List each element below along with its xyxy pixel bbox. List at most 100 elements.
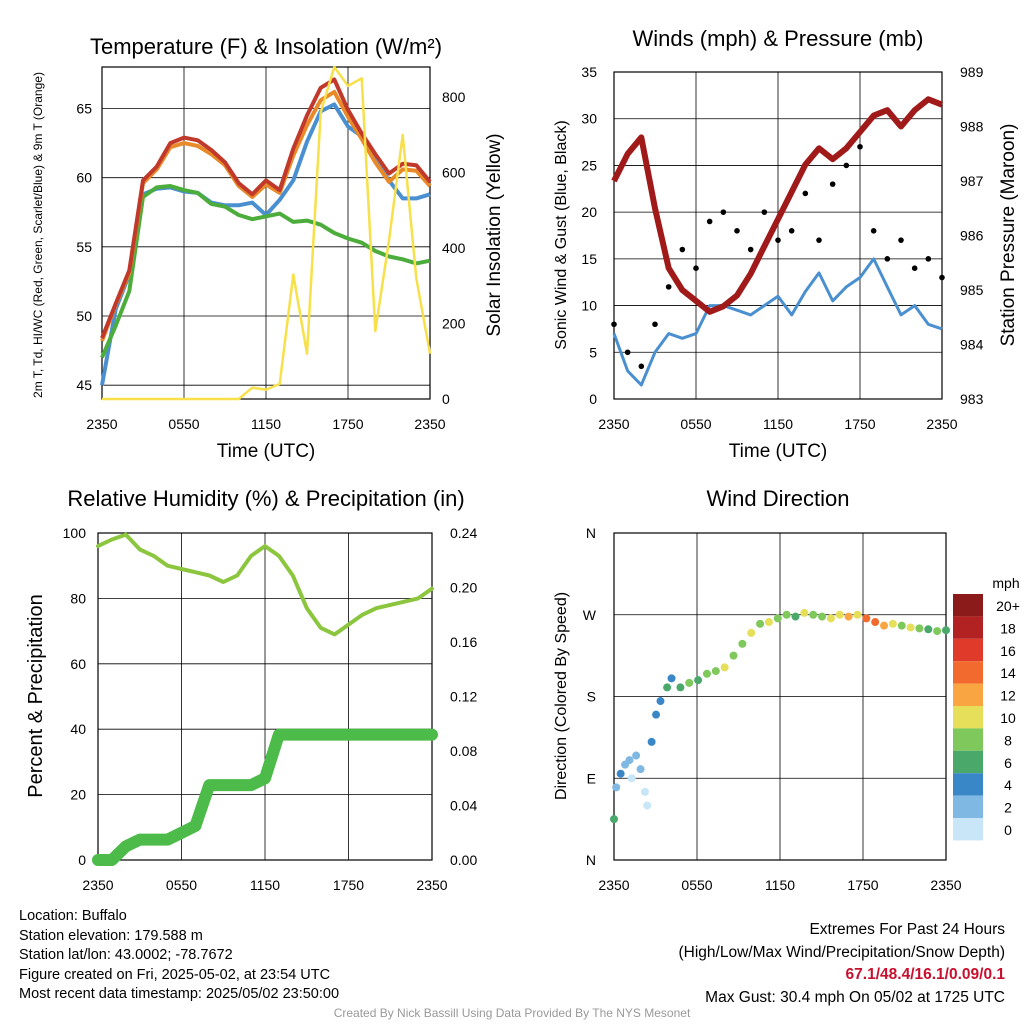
series-line	[102, 65, 432, 401]
direction-point	[933, 627, 942, 636]
wind-line	[612, 257, 943, 387]
y-tick-label: 5	[589, 344, 597, 360]
y-tick-label: W	[583, 607, 597, 623]
y2-tick-label: 0.20	[450, 580, 477, 596]
y-tick-label: 0	[78, 852, 86, 868]
direction-point	[924, 625, 933, 634]
gust-point	[898, 237, 904, 243]
y2-tick-label: 0.12	[450, 689, 477, 705]
chart-title: Winds (mph) & Pressure (mb)	[633, 26, 924, 51]
legend-swatch	[953, 728, 983, 751]
y-tick-label: 15	[581, 251, 597, 267]
y2-tick-label: 985	[960, 282, 984, 298]
y2-tick-label: 986	[960, 228, 984, 244]
gust-point	[884, 256, 891, 262]
x-tick-label: 1150	[765, 877, 795, 893]
legend-label: 4	[1004, 777, 1012, 793]
gust-point	[624, 349, 631, 356]
direction-point	[871, 618, 880, 627]
direction-point	[640, 787, 649, 796]
direction-point	[647, 737, 656, 746]
x-tick-label: 2350	[598, 877, 629, 893]
y2-tick-label: 0.24	[450, 525, 477, 541]
direction-point	[897, 621, 906, 630]
elevation-text: Station elevation: 179.588 m	[19, 927, 203, 944]
direction-point	[625, 756, 634, 765]
direction-point	[782, 610, 791, 619]
humidity-line	[96, 532, 434, 637]
y2-tick-label: 989	[960, 64, 984, 80]
winds-chart: 0 5 10 15 20 25 30 35 983 984 985 986 987 988 989 2350 0…	[553, 26, 1019, 462]
gust-point	[802, 190, 809, 197]
direction-point	[738, 639, 747, 648]
y-tick-label: 65	[76, 101, 92, 117]
direction-point	[880, 621, 889, 630]
direction-point	[685, 678, 694, 687]
direction-point	[826, 614, 835, 623]
chart-title: Temperature (F) & Insolation (W/m²)	[90, 34, 442, 59]
x-tick-label: 1750	[847, 877, 878, 893]
x-tick-label: 2350	[598, 416, 629, 432]
y2-tick-label: 987	[960, 173, 984, 189]
max-gust-text: Max Gust: 30.4 mph On 05/02 at 1725 UTC	[705, 988, 1005, 1006]
y2-axis-label: Station Pressure (Maroon)	[998, 124, 1019, 347]
gust-point	[611, 321, 617, 328]
y-tick-label: 40	[70, 721, 86, 737]
y2-tick-label: 983	[960, 391, 984, 407]
gust-point	[816, 237, 822, 243]
x-axis-label: Time (UTC)	[729, 441, 828, 462]
x-tick-label: 2350	[930, 877, 961, 893]
gust-point	[829, 181, 836, 187]
x-tick-label: 2350	[416, 877, 447, 893]
gust-point	[870, 228, 877, 234]
x-tick-label: 0550	[166, 877, 197, 893]
y-axis-label: Direction (Colored By Speed)	[553, 592, 570, 800]
legend-label: 2	[1004, 800, 1012, 816]
y-tick-label: 35	[581, 64, 597, 80]
gust-point	[693, 265, 699, 272]
gust-point	[638, 363, 645, 370]
legend-swatch	[953, 818, 983, 841]
direction-point	[694, 676, 703, 685]
gust-point	[747, 246, 754, 253]
legend-label: 10	[1000, 710, 1016, 726]
extremes-info: Extremes For Past 24 Hours (High/Low/Max…	[679, 919, 1006, 1009]
legend-label: 18	[1000, 620, 1016, 636]
y2-tick-label: 0	[442, 391, 450, 407]
x-tick-label: 2350	[82, 877, 113, 893]
extremes-values: 67.1/48.4/16.1/0.09/0.1	[845, 966, 1005, 983]
legend-swatch	[953, 683, 983, 706]
x-axis-label: Time (UTC)	[217, 441, 316, 462]
direction-point	[915, 624, 924, 633]
direction-point	[616, 769, 625, 778]
y-tick-label: 55	[76, 239, 92, 255]
legend-label: 20+	[996, 598, 1020, 614]
x-tick-label: 2350	[414, 416, 445, 432]
series-line	[100, 184, 431, 359]
direction-point	[702, 669, 711, 678]
direction-point	[835, 610, 844, 619]
y2-tick-label: 0.16	[450, 634, 477, 650]
y-tick-label: S	[587, 689, 596, 705]
legend-swatch	[953, 616, 983, 639]
x-tick-label: 1750	[844, 416, 875, 432]
direction-point	[756, 619, 765, 628]
direction-point	[888, 619, 897, 628]
y-tick-label: 20	[581, 204, 597, 220]
x-tick-label: 2350	[86, 416, 117, 432]
direction-point	[844, 612, 853, 621]
direction-point	[773, 614, 782, 623]
legend-swatch	[953, 750, 983, 774]
pressure-line	[611, 96, 944, 315]
y-tick-label: 50	[76, 308, 92, 324]
direction-point	[747, 628, 756, 637]
legend-swatch	[953, 773, 983, 796]
extremes-legend: (High/Low/Max Wind/Precipitation/Snow De…	[678, 943, 1006, 961]
y-tick-label: 80	[70, 590, 86, 606]
gust-point	[665, 284, 672, 290]
legend-label: 16	[1000, 643, 1016, 659]
direction-point	[711, 667, 720, 676]
direction-point	[667, 674, 676, 683]
extremes-title: Extremes For Past 24 Hours	[809, 921, 1005, 938]
